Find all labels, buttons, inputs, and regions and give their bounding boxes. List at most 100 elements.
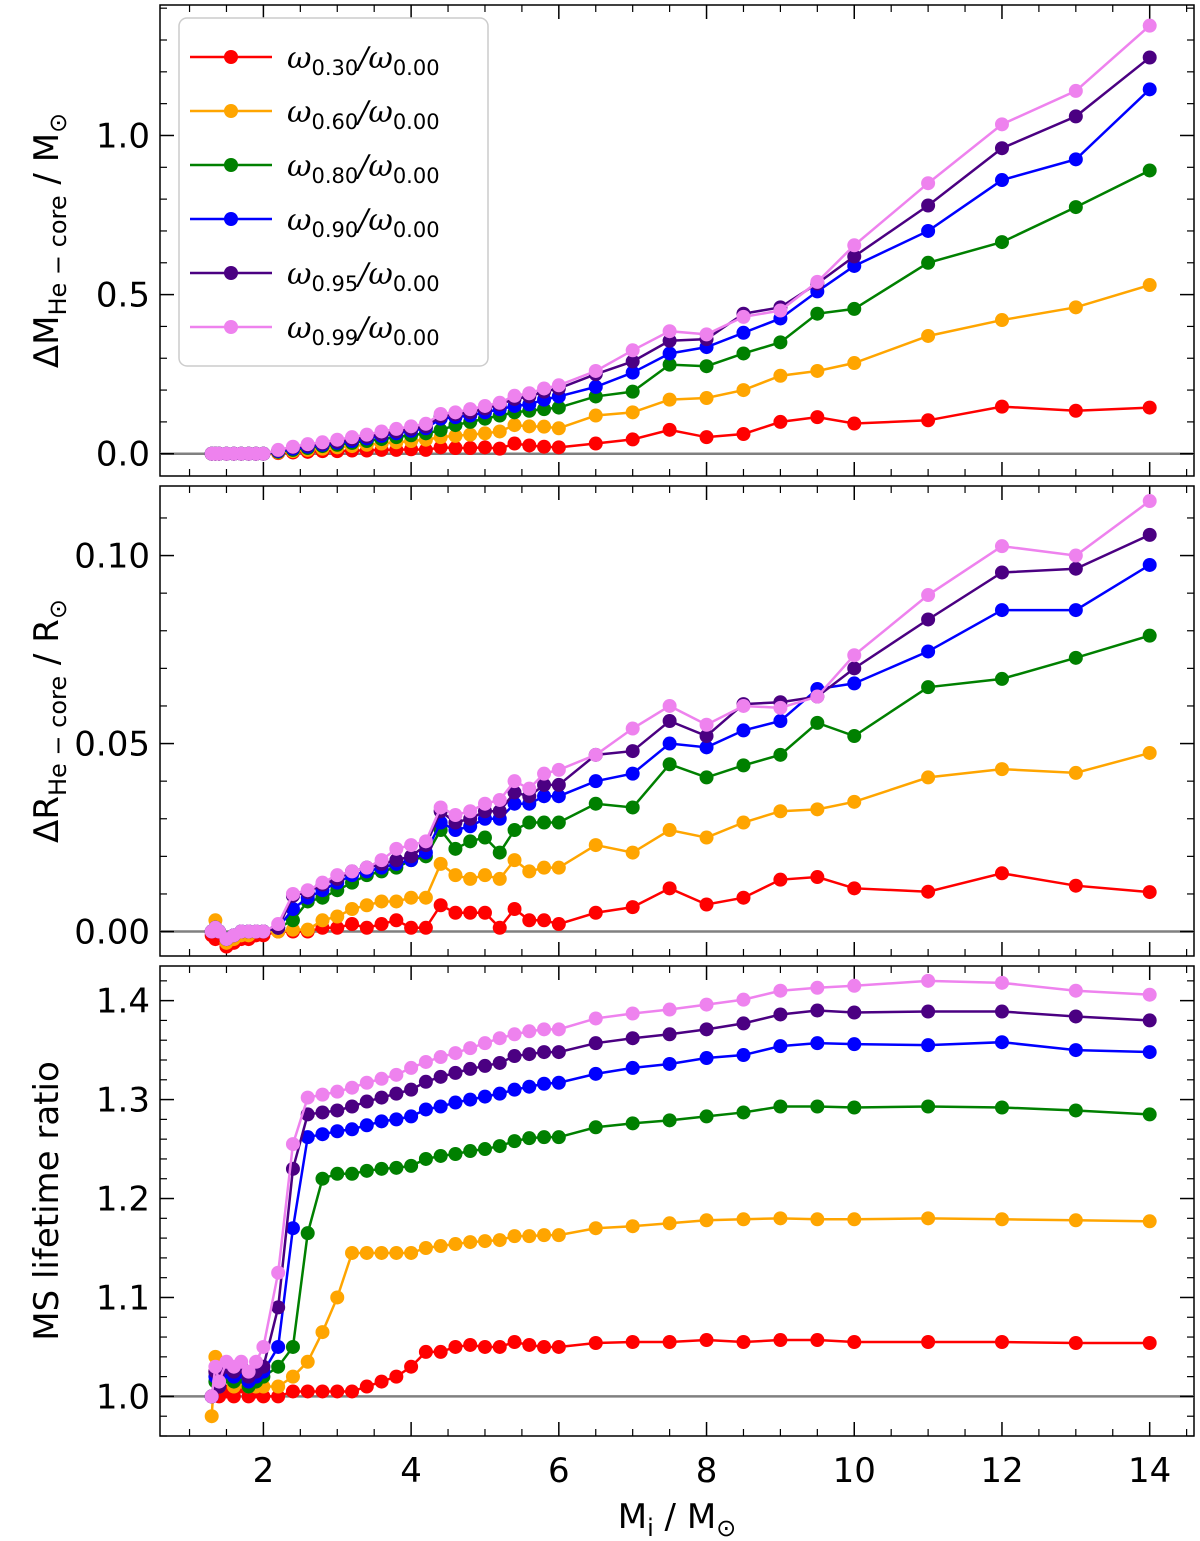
- series-group: [204, 494, 1157, 954]
- data-point: [359, 1075, 374, 1090]
- data-point: [921, 413, 936, 428]
- data-point: [736, 426, 751, 441]
- data-point: [847, 729, 862, 744]
- series-line: [210, 1009, 1150, 1397]
- data-point: [226, 1389, 241, 1404]
- data-point: [810, 802, 825, 817]
- data-point: [271, 1339, 286, 1354]
- data-point: [404, 890, 419, 905]
- data-point: [463, 1041, 478, 1056]
- data-point: [300, 1226, 315, 1241]
- data-point: [921, 1004, 936, 1019]
- data-point: [994, 866, 1009, 881]
- data-point: [1142, 494, 1157, 509]
- data-point: [588, 838, 603, 853]
- data-point: [1142, 82, 1157, 97]
- data-point: [256, 446, 271, 461]
- data-point: [507, 774, 522, 789]
- data-point: [477, 1234, 492, 1249]
- data-point: [662, 881, 677, 896]
- data-point: [433, 1148, 448, 1163]
- data-point: [448, 841, 463, 856]
- data-point: [588, 1066, 603, 1081]
- data-point: [847, 881, 862, 896]
- data-point: [1142, 628, 1157, 643]
- y-tick-label: 1.0: [96, 116, 150, 156]
- data-point: [921, 328, 936, 343]
- data-point: [588, 774, 603, 789]
- x-tick-label: 2: [253, 1451, 275, 1491]
- data-point: [921, 255, 936, 270]
- data-point: [662, 1113, 677, 1128]
- data-point: [522, 438, 537, 453]
- data-point: [507, 1082, 522, 1097]
- data-point: [463, 1337, 478, 1352]
- data-point: [551, 1228, 566, 1243]
- data-point: [463, 1061, 478, 1076]
- y-tick-labels: 1.0 1.1 1.2 1.3 1.4: [96, 982, 150, 1418]
- data-point: [588, 796, 603, 811]
- data-point: [1142, 557, 1157, 572]
- data-point: [1068, 403, 1083, 418]
- data-point: [389, 421, 404, 436]
- data-point: [330, 1084, 345, 1099]
- data-point: [662, 736, 677, 751]
- data-point: [477, 830, 492, 845]
- data-point: [551, 1339, 566, 1354]
- data-point: [994, 173, 1009, 188]
- data-point: [463, 905, 478, 920]
- data-point: [810, 870, 825, 885]
- data-point: [994, 671, 1009, 686]
- data-point: [537, 439, 552, 454]
- data-point: [374, 1114, 389, 1129]
- data-point: [847, 1212, 862, 1227]
- series-5: [204, 18, 1157, 461]
- data-point: [404, 1359, 419, 1374]
- data-point: [477, 1036, 492, 1051]
- data-point: [625, 432, 640, 447]
- data-point: [492, 1139, 507, 1154]
- data-point: [625, 800, 640, 815]
- data-point: [773, 335, 788, 350]
- data-point: [662, 422, 677, 437]
- data-point: [433, 440, 448, 455]
- data-point: [359, 1118, 374, 1133]
- data-point: [389, 841, 404, 856]
- data-point: [345, 917, 360, 932]
- data-point: [847, 1335, 862, 1349]
- data-point: [404, 849, 419, 864]
- series-4: [204, 1003, 1157, 1404]
- data-point: [271, 917, 286, 932]
- data-point: [551, 777, 566, 792]
- panel-frame: [159, 485, 1195, 957]
- x-axis-label-unit: / M: [654, 1497, 716, 1537]
- data-point: [1068, 765, 1083, 780]
- data-point: [507, 1229, 522, 1244]
- legend-entry: ω0.90/ω0.00: [190, 203, 440, 242]
- data-point: [492, 1233, 507, 1248]
- x-tick-labels: 2 4 6 8 10 12 14: [253, 1451, 1172, 1491]
- data-point: [588, 436, 603, 451]
- data-point: [551, 440, 566, 455]
- data-point: [345, 1080, 360, 1095]
- y-axis-label-subscript: He − core: [44, 195, 72, 315]
- data-point: [492, 441, 507, 456]
- data-point: [810, 410, 825, 425]
- data-point: [300, 437, 315, 452]
- data-point: [625, 1060, 640, 1075]
- y-tick-label: 0.10: [74, 537, 150, 577]
- data-point: [551, 789, 566, 804]
- data-point: [330, 432, 345, 447]
- data-point: [507, 1134, 522, 1149]
- data-point: [404, 419, 419, 434]
- data-point: [330, 1290, 345, 1305]
- data-point: [448, 1095, 463, 1110]
- data-point: [315, 1087, 330, 1102]
- data-point: [507, 853, 522, 868]
- data-point: [994, 565, 1009, 580]
- data-point: [773, 1211, 788, 1226]
- data-point: [404, 920, 419, 935]
- series-group: [204, 973, 1157, 1424]
- legend-marker: [224, 266, 238, 280]
- series-0: [204, 399, 1157, 461]
